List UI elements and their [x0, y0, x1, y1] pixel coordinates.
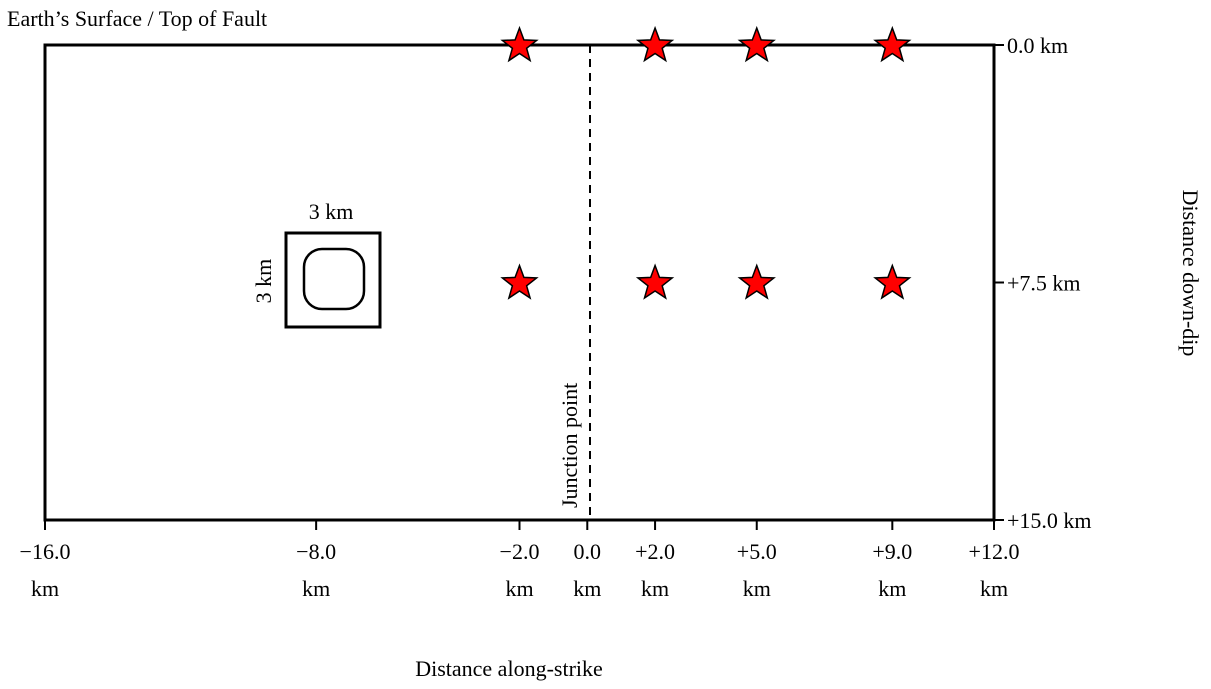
x-tick-unit: km — [31, 576, 59, 601]
y-axis-label: Distance down-dip — [1178, 190, 1203, 357]
x-tick-unit: km — [878, 576, 906, 601]
x-tick-unit: km — [505, 576, 533, 601]
x-tick-unit: km — [641, 576, 669, 601]
station-star — [500, 25, 539, 63]
y-axis-ticks: 0.0 km +7.5 km +15.0 km — [994, 33, 1092, 533]
patch-height-label: 3 km — [251, 259, 276, 304]
station-star — [737, 263, 776, 300]
patch-width-label: 3 km — [309, 199, 354, 224]
patch-square — [284, 231, 382, 329]
station-star — [500, 263, 539, 300]
x-tick-unit: km — [743, 576, 771, 601]
x-tick-label: +12.0 — [969, 539, 1020, 564]
station-star — [873, 263, 912, 300]
station-star — [635, 263, 675, 300]
x-tick-label: +9.0 — [872, 539, 912, 564]
patch-rounded-square — [302, 247, 366, 311]
station-star — [635, 25, 675, 63]
surface-label: Earth’s Surface / Top of Fault — [7, 6, 267, 31]
x-tick-label: −2.0 — [500, 539, 540, 564]
x-tick-unit: km — [573, 576, 601, 601]
x-tick-label: +5.0 — [737, 539, 777, 564]
y-tick-label: +7.5 km — [1007, 271, 1081, 296]
x-tick-label: +2.0 — [635, 539, 675, 564]
junction-label: Junction point — [557, 383, 582, 508]
x-axis-ticks: −16.0 km −8.0 km −2.0 km 0.0 km +2.0 km +5.0 km +9.0… — [20, 520, 1020, 601]
x-tick-label: −16.0 — [20, 539, 71, 564]
y-tick-label: 0.0 km — [1007, 33, 1068, 58]
x-tick-label: 0.0 — [574, 539, 602, 564]
y-tick-label: +15.0 km — [1007, 508, 1092, 533]
x-tick-unit: km — [302, 576, 330, 601]
station-markers — [500, 25, 912, 300]
x-tick-unit: km — [980, 576, 1008, 601]
station-star — [873, 25, 912, 63]
station-star — [737, 25, 776, 63]
x-axis-label: Distance along-strike — [415, 656, 603, 681]
x-tick-label: −8.0 — [296, 539, 336, 564]
